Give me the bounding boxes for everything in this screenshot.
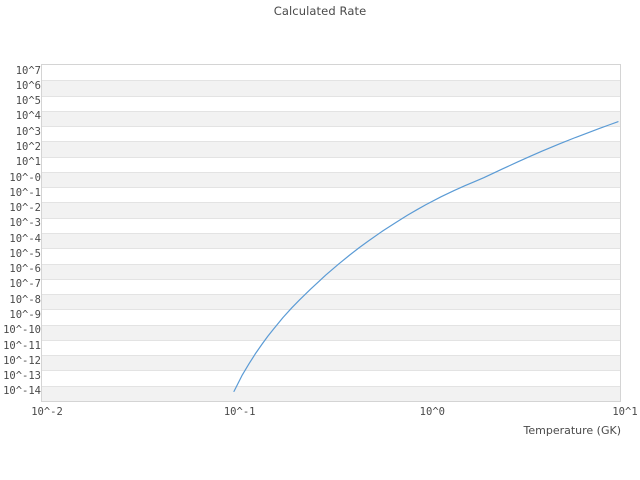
- y-tick-label: 10^-2: [9, 202, 41, 215]
- grid-band: [42, 370, 620, 386]
- gridline: [42, 385, 620, 387]
- gridline: [42, 202, 620, 204]
- chart-title: Calculated Rate: [273, 4, 367, 18]
- grid-band: [42, 141, 620, 157]
- gridline: [42, 263, 620, 265]
- gridline: [42, 217, 620, 219]
- y-tick-label: 10^-6: [9, 263, 41, 276]
- x-tick-label: 10^0: [419, 406, 445, 418]
- y-tick-label: 10^-14: [3, 385, 41, 398]
- gridline: [42, 110, 620, 112]
- x-axis-label: Temperature (GK): [523, 424, 622, 437]
- gridline: [42, 126, 620, 128]
- y-tick-label: 10^-12: [3, 354, 41, 367]
- gridline: [42, 355, 620, 357]
- y-tick-label: 10^-0: [9, 171, 41, 184]
- y-tick-label: 10^-8: [9, 293, 41, 306]
- x-tick-label: 10^-1: [223, 406, 256, 418]
- grid-band: [42, 355, 620, 371]
- x-tick-label: 10^1: [612, 406, 638, 418]
- gridline: [42, 156, 620, 158]
- gridline: [42, 80, 620, 82]
- gridline: [42, 294, 620, 296]
- grid-band: [42, 95, 620, 111]
- gridline: [42, 324, 620, 326]
- y-tick-label: 10^1: [15, 156, 41, 169]
- gridline: [42, 248, 620, 250]
- y-tick-label: 10^-5: [9, 247, 41, 260]
- grid-band: [42, 126, 620, 142]
- y-tick-label: 10^7: [15, 64, 41, 77]
- grid-band: [42, 156, 620, 172]
- grid-band: [42, 294, 620, 310]
- grid-band: [42, 339, 620, 356]
- y-tick-label: 10^6: [15, 79, 41, 92]
- grid-band: [42, 202, 620, 218]
- gridline: [42, 187, 620, 189]
- y-tick-label: 10^-11: [3, 339, 41, 352]
- y-tick-label: 10^-7: [9, 278, 41, 291]
- y-tick-label: 10^-1: [9, 186, 41, 199]
- y-tick-label: 10^5: [15, 95, 41, 108]
- grid-band: [42, 80, 620, 96]
- y-tick-label: 10^3: [15, 125, 41, 138]
- y-tick-label: 10^-10: [3, 324, 41, 337]
- y-tick-label: 10^-13: [3, 370, 41, 383]
- y-tick-label: 10^-4: [9, 232, 41, 245]
- gridline: [42, 309, 620, 311]
- series-line-calculated-rate: [233, 121, 619, 393]
- grid-band: [42, 187, 620, 203]
- grid-band: [42, 324, 620, 340]
- gridline: [42, 141, 620, 143]
- grid-band: [42, 65, 620, 81]
- y-tick-label: 10^-3: [9, 217, 41, 230]
- gridline: [42, 171, 620, 173]
- grid-band: [42, 309, 620, 325]
- grid-band: [42, 278, 620, 295]
- y-axis-tick-labels: 10^7 10^6 10^5 10^4 10^3 10^2 10^1 10^-0 10^-1 10…: [0, 64, 41, 402]
- x-tick-label: 10^-2: [31, 406, 63, 418]
- y-tick-label: 10^2: [15, 141, 41, 153]
- gridline: [42, 339, 620, 341]
- gridline: [42, 95, 620, 97]
- gridline: [42, 233, 620, 234]
- grid-band: [42, 110, 620, 127]
- y-tick-label: 10^-9: [9, 309, 41, 321]
- plot-area: [41, 64, 621, 402]
- x-axis-tick-labels: 10^-2 10^-1 10^0 10^1: [0, 406, 640, 422]
- gridline: [42, 370, 620, 372]
- grid-band: [42, 233, 620, 249]
- grid-band: [42, 385, 620, 401]
- grid-band: [42, 217, 620, 233]
- grid-band: [42, 171, 620, 188]
- y-tick-label: 10^4: [15, 110, 41, 123]
- gridline: [42, 278, 620, 280]
- grid-band: [42, 248, 620, 264]
